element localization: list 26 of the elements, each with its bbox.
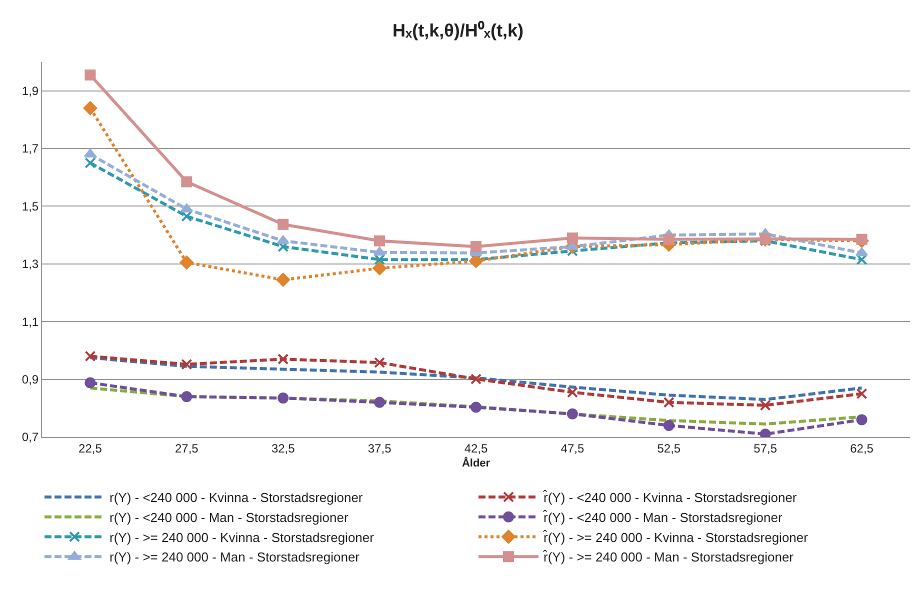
y-tick-label: 1,9 bbox=[22, 84, 39, 98]
legend-label: r̂(Y) - >= 240 000 - Kvinna - Storstadsregioner bbox=[542, 529, 809, 545]
x-tick-label: 32,5 bbox=[271, 441, 296, 456]
legend-label: r̂(Y) - <240 000 - Man - Storstadsregioner bbox=[542, 510, 783, 525]
x-tick-label: 22,5 bbox=[78, 441, 102, 456]
legend-label: r̂(Y) - <240 000 - Kvinna - Storstadsregioner bbox=[542, 490, 798, 506]
x-tick-label: 47,5 bbox=[560, 441, 584, 456]
y-tick-label: 1,3 bbox=[22, 257, 39, 272]
y-tick-label: 0,9 bbox=[22, 372, 39, 387]
legend-label: r̂(Y) - >= 240 000 - Man - Storstadsregioner bbox=[542, 549, 794, 565]
y-tick-label: 0,7 bbox=[22, 430, 39, 444]
x-tick-label: 57,5 bbox=[754, 441, 778, 456]
x-tick-label: 27,5 bbox=[174, 441, 199, 456]
x-tick-label: 42,5 bbox=[464, 441, 488, 456]
legend-label: r(Y) - <240 000 - Kvinna - Storstadsregioner bbox=[110, 490, 364, 506]
y-tick-label: 1,7 bbox=[22, 142, 39, 156]
y-tick-label: 1,5 bbox=[22, 199, 39, 214]
legend-label: r(Y) - <240 000 - Man - Storstadsregioner bbox=[110, 510, 349, 525]
x-tick-label: 37,5 bbox=[368, 441, 392, 456]
legend-label: r(Y) - >= 240 000 - Man - Storstadsregioner bbox=[110, 550, 360, 565]
x-tick-label: 52,5 bbox=[657, 441, 681, 456]
y-tick-label: 1,1 bbox=[22, 314, 39, 329]
legend-label: r(Y) - >= 240 000 - Kvinna - Storstadsregioner bbox=[110, 530, 375, 545]
x-axis-title: Ålder bbox=[462, 456, 491, 470]
chart-title: Hₓ(t,k,θ)/H⁰ₓ(t,k) bbox=[392, 20, 524, 40]
x-tick-label: 62,5 bbox=[850, 441, 874, 456]
